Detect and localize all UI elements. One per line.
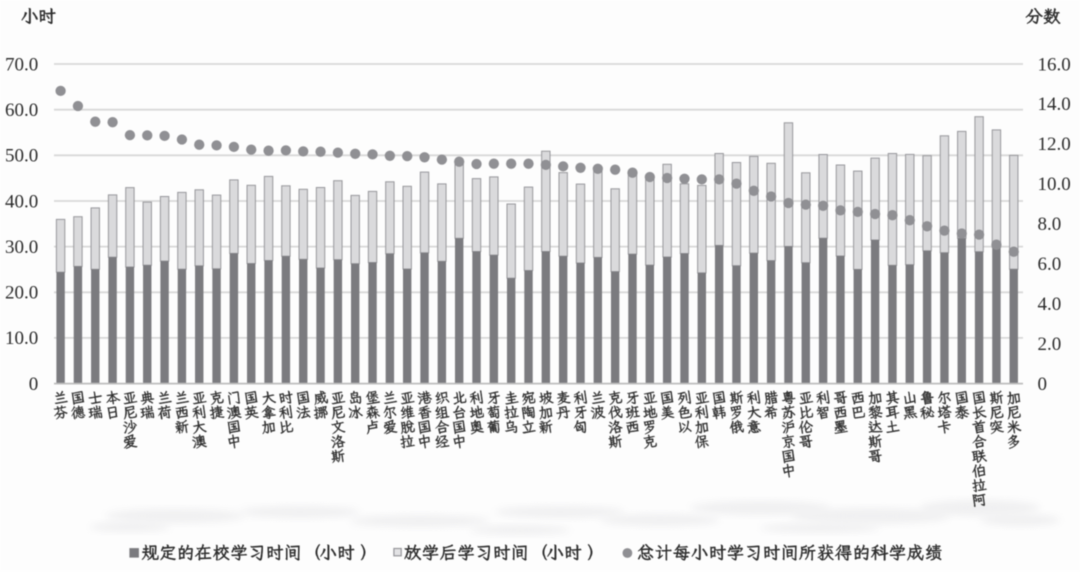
svg-text:60.0: 60.0 [5,100,38,121]
svg-text:30.0: 30.0 [5,237,38,258]
svg-text:16.0: 16.0 [1038,54,1071,75]
svg-text:0: 0 [1038,374,1048,395]
svg-text:10.0: 10.0 [5,328,38,349]
svg-text:70.0: 70.0 [5,54,38,75]
svg-text:2.0: 2.0 [1038,334,1062,355]
svg-text:14.0: 14.0 [1038,94,1071,115]
svg-text:50.0: 50.0 [5,146,38,167]
svg-text:6.0: 6.0 [1038,254,1062,275]
svg-text:10.0: 10.0 [1038,174,1071,195]
svg-text:8.0: 8.0 [1038,214,1062,235]
svg-text:4.0: 4.0 [1038,294,1062,315]
svg-text:40.0: 40.0 [5,191,38,212]
svg-text:12.0: 12.0 [1038,134,1071,155]
svg-text:0: 0 [29,374,39,395]
svg-text:20.0: 20.0 [5,283,38,304]
